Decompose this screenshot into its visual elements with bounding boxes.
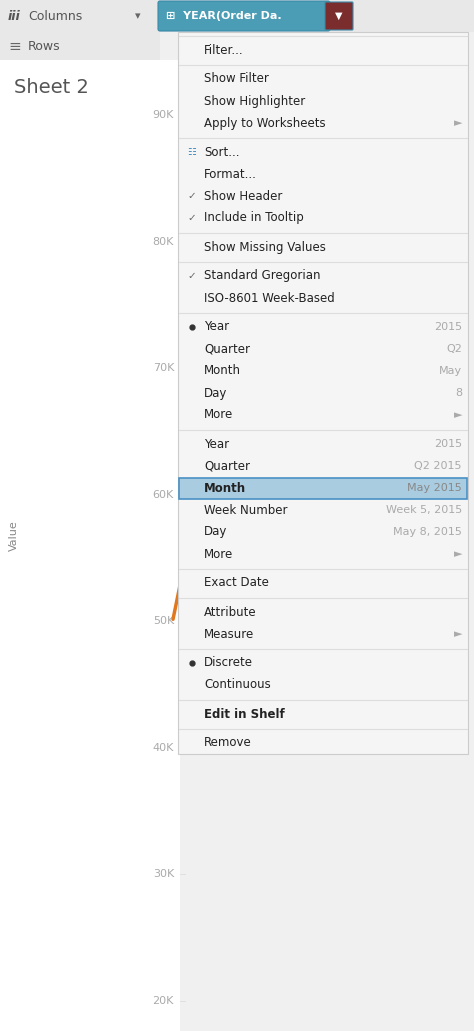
Text: ⊞  YEAR(Order Da.: ⊞ YEAR(Order Da. xyxy=(166,11,282,21)
Text: Quarter: Quarter xyxy=(204,342,250,356)
Text: Discrete: Discrete xyxy=(204,657,253,669)
Text: Week Number: Week Number xyxy=(204,503,288,517)
Text: ☷: ☷ xyxy=(188,147,196,157)
Text: Year: Year xyxy=(204,321,229,333)
Text: iii: iii xyxy=(8,9,21,23)
Text: Quarter: Quarter xyxy=(204,460,250,472)
Text: Attribute: Attribute xyxy=(204,605,256,619)
Text: 40K: 40K xyxy=(153,743,174,753)
Text: ►: ► xyxy=(454,548,462,559)
Text: Edit in Shelf: Edit in Shelf xyxy=(204,707,285,721)
Text: ▼: ▼ xyxy=(335,11,343,21)
Bar xyxy=(0,0,474,32)
Text: Show Missing Values: Show Missing Values xyxy=(204,240,326,254)
Text: ►: ► xyxy=(454,410,462,420)
Text: ✓: ✓ xyxy=(188,271,196,281)
Text: 2015: 2015 xyxy=(434,322,462,332)
Text: May: May xyxy=(439,366,462,376)
Text: More: More xyxy=(204,408,233,422)
Text: Sheet 2: Sheet 2 xyxy=(14,78,89,97)
Text: Apply to Worksheets: Apply to Worksheets xyxy=(204,117,326,130)
Text: ►: ► xyxy=(454,629,462,639)
Text: Show Header: Show Header xyxy=(204,190,283,202)
Text: ✓: ✓ xyxy=(188,191,196,201)
Text: Remove: Remove xyxy=(204,736,252,750)
Text: 80K: 80K xyxy=(153,236,174,246)
Text: Q2 2015: Q2 2015 xyxy=(414,461,462,471)
Text: ▾: ▾ xyxy=(135,11,141,21)
Text: Show Highlighter: Show Highlighter xyxy=(204,95,305,107)
Text: Rows: Rows xyxy=(28,39,61,53)
Text: Include in Tooltip: Include in Tooltip xyxy=(204,211,304,225)
Text: Month: Month xyxy=(204,365,241,377)
Text: Continuous: Continuous xyxy=(204,678,271,692)
Text: 20K: 20K xyxy=(153,996,174,1006)
Text: Filter...: Filter... xyxy=(204,43,244,57)
Text: 70K: 70K xyxy=(153,363,174,373)
FancyBboxPatch shape xyxy=(158,1,330,31)
Text: Month: Month xyxy=(204,481,246,495)
Text: 60K: 60K xyxy=(153,490,174,500)
Text: Standard Gregorian: Standard Gregorian xyxy=(204,269,320,282)
Text: Columns: Columns xyxy=(28,9,82,23)
Bar xyxy=(0,32,160,60)
Bar xyxy=(179,477,467,499)
Bar xyxy=(0,60,180,1031)
Text: Year: Year xyxy=(204,437,229,451)
Text: ✓: ✓ xyxy=(188,213,196,223)
Text: ≡: ≡ xyxy=(8,38,21,54)
Text: Week 5, 2015: Week 5, 2015 xyxy=(386,505,462,516)
FancyBboxPatch shape xyxy=(325,2,353,30)
Text: May 8, 2015: May 8, 2015 xyxy=(393,527,462,537)
Text: Sort...: Sort... xyxy=(204,145,239,159)
Text: Format...: Format... xyxy=(204,167,257,180)
Text: 90K: 90K xyxy=(153,110,174,120)
Text: 2015: 2015 xyxy=(434,439,462,448)
Text: Day: Day xyxy=(204,526,228,538)
Text: Day: Day xyxy=(204,387,228,399)
Text: ISO-8601 Week-Based: ISO-8601 Week-Based xyxy=(204,292,335,304)
Text: Q2: Q2 xyxy=(446,344,462,354)
Text: Show Filter: Show Filter xyxy=(204,72,269,86)
Text: ►: ► xyxy=(454,118,462,128)
Bar xyxy=(178,32,468,754)
Text: 30K: 30K xyxy=(153,869,174,879)
Text: May 2015: May 2015 xyxy=(407,483,462,493)
Text: Exact Date: Exact Date xyxy=(204,576,269,590)
Text: Measure: Measure xyxy=(204,628,254,640)
Text: 50K: 50K xyxy=(153,617,174,626)
Text: More: More xyxy=(204,547,233,561)
Text: Value: Value xyxy=(9,521,19,552)
Text: 8: 8 xyxy=(455,388,462,398)
